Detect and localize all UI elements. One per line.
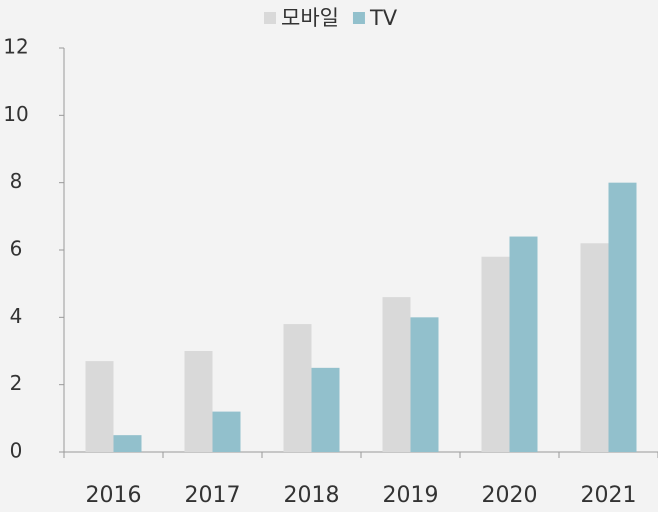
bar [85,361,114,452]
x-tick-label: 2017 [185,483,241,508]
bar [283,324,312,452]
bar [311,367,340,452]
y-tick-label: 0 [10,439,23,463]
y-tick-label: 12 [3,35,28,59]
legend-swatch [352,12,365,24]
x-tick-label: 2021 [581,483,637,508]
y-tick-label: 2 [10,371,23,395]
x-tick-label: 2019 [383,483,439,508]
legend-label: TV [369,6,398,30]
bar [509,236,538,452]
bar [481,256,510,452]
x-tick-label: 2018 [284,483,340,508]
bar [580,243,609,452]
bar [382,297,411,452]
bar [184,351,213,452]
y-tick-label: 4 [10,304,23,328]
x-tick-label: 2016 [86,483,142,508]
y-tick-label: 8 [10,169,23,193]
legend-swatch [264,12,276,24]
y-tick-label: 6 [10,237,23,261]
bar [212,411,241,452]
legend-label: 모바일 [281,6,339,30]
bar [608,182,637,452]
x-tick-label: 2020 [482,483,538,508]
bar [410,317,439,452]
bar [113,435,142,452]
y-tick-label: 10 [3,102,28,126]
